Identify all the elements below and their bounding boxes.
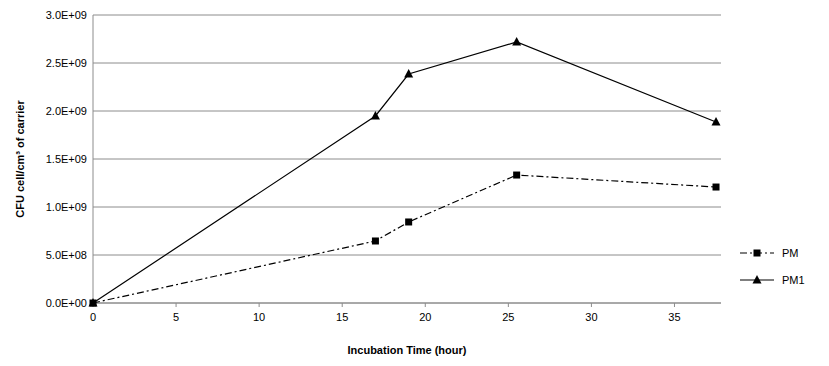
grid-line: [93, 159, 721, 160]
x-tick-label: 30: [585, 311, 597, 323]
x-tick-label: 20: [419, 311, 431, 323]
x-tick: [176, 303, 177, 307]
point: [372, 237, 379, 244]
chart: 0.0E+00 5.0E+08 1.0E+09 1.5E+09 2.0E+09 2.5E+…: [0, 0, 829, 366]
point: [712, 117, 721, 126]
x-tick-label: 15: [336, 311, 348, 323]
point: [89, 298, 98, 307]
x-tick: [425, 303, 426, 307]
y-tick-label: 0.0E+00: [46, 297, 87, 309]
point: [405, 218, 412, 225]
grid-line: [93, 207, 721, 208]
y-axis-title: CFU cell/cm³ of carrier: [14, 100, 26, 218]
grid-line: [93, 15, 721, 16]
legend-marker: [754, 250, 761, 257]
y-tick-label: 2.0E+09: [46, 105, 87, 117]
x-tick-label: 10: [253, 311, 265, 323]
grid-line: [93, 63, 721, 64]
x-tick: [259, 303, 260, 307]
x-tick: [342, 303, 343, 307]
y-tick-label: 1.5E+09: [46, 153, 87, 165]
y-axis: [93, 15, 94, 303]
x-tick: [674, 303, 675, 307]
series-line: [93, 42, 716, 303]
y-tick-label: 3.0E+09: [46, 9, 87, 21]
x-tick-label: 0: [90, 311, 96, 323]
x-tick: [508, 303, 509, 307]
point: [512, 37, 521, 46]
point: [713, 184, 720, 191]
y-tick-label: 1.0E+09: [46, 201, 87, 213]
x-axis: [93, 303, 721, 304]
x-tick-label: 5: [173, 311, 179, 323]
grid-line: [93, 303, 721, 304]
x-tick: [591, 303, 592, 307]
legend-label: PM: [782, 247, 799, 259]
grid-line: [93, 255, 721, 256]
plot-area: [89, 37, 721, 307]
series-line: [93, 175, 716, 303]
x-axis-title: Incubation Time (hour): [348, 344, 467, 356]
legend-marker: [753, 275, 762, 284]
point: [404, 69, 413, 78]
point: [513, 172, 520, 179]
grid-line: [93, 111, 721, 112]
y-tick-label: 2.5E+09: [46, 57, 87, 69]
x-tick-label: 35: [668, 311, 680, 323]
y-tick-label: 5.0E+08: [46, 249, 87, 261]
point: [371, 111, 380, 120]
x-tick-label: 25: [502, 311, 514, 323]
legend-label: PM1: [782, 274, 805, 286]
